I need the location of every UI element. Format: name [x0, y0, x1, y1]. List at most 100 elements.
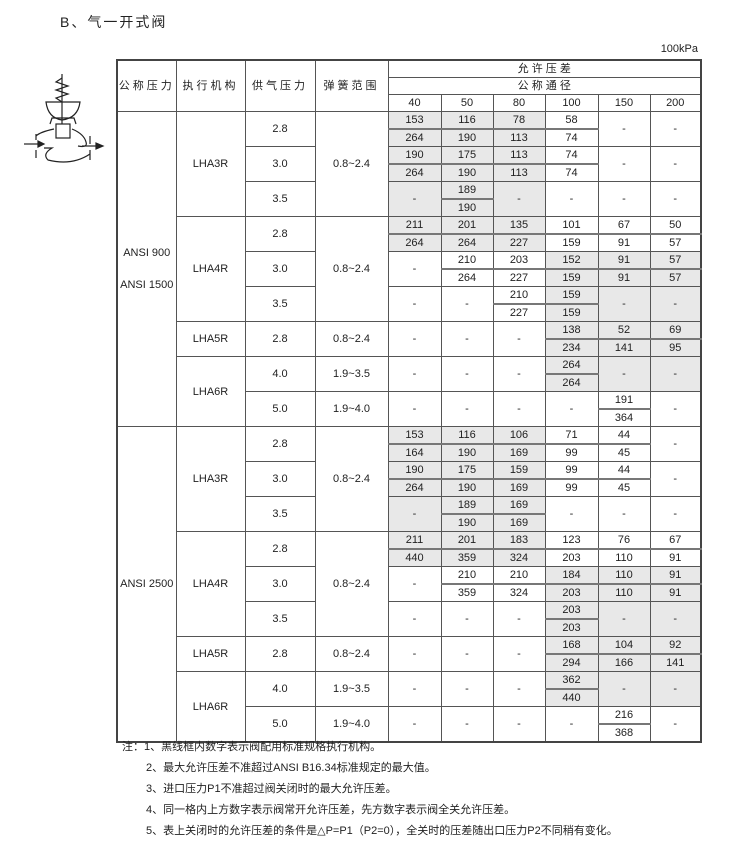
actuator-model-cell: LHA6R	[175, 671, 246, 743]
dp-value-open: 190	[387, 146, 442, 165]
header-nominal-pressure: 公称压力	[116, 59, 177, 112]
dp-value-open: 216	[597, 706, 651, 725]
dp-value-none: -	[649, 601, 702, 637]
nominal-pressure-label: ANSI 900	[123, 247, 171, 259]
header-size-40: 40	[387, 94, 442, 112]
dp-value-open: 201	[440, 216, 494, 235]
dp-value-closed: 141	[597, 338, 651, 357]
dp-value-none: -	[440, 356, 494, 392]
table-row: ANSI 900 ANSI 1500 LHA3R 2.8 0.8~2.4 153 116 78…	[116, 111, 702, 427]
nominal-pressure-cell: ANSI 900 ANSI 1500	[116, 111, 177, 427]
dp-value-none: -	[387, 251, 442, 287]
supply-pressure-cell: 3.0	[244, 461, 316, 497]
supply-pressure-cell: 4.0	[244, 671, 316, 707]
dp-value-open: 67	[597, 216, 651, 235]
table-row: ANSI 2500 LHA3R 2.8 0.8~2.4 153 116 106 71 44-	[116, 426, 702, 743]
dp-value-none: -	[597, 146, 651, 182]
dp-value-none: -	[387, 566, 442, 602]
dp-value-closed: 57	[649, 233, 702, 252]
spring-range-cell: 1.9~3.5	[314, 671, 389, 707]
dp-value-closed: 190	[440, 443, 494, 462]
dp-value-closed: 440	[544, 688, 599, 707]
dp-value-none: -	[492, 321, 546, 357]
dp-value-open: 44	[597, 461, 651, 480]
dp-value-none: -	[649, 391, 702, 427]
dp-value-open: 57	[649, 251, 702, 270]
dp-value-closed: 364	[597, 408, 651, 427]
dp-value-closed: 203	[544, 618, 599, 637]
dp-value-closed: 190	[440, 128, 494, 147]
table-row: LHA6R 4.0 1.9~3.5- - -264- -	[117, 356, 702, 427]
dp-value-open: 58	[544, 111, 599, 130]
dp-value-none: -	[597, 286, 651, 322]
dp-value-none: -	[440, 671, 494, 707]
spring-range-cell: 1.9~3.5	[314, 356, 389, 392]
dp-value-closed: 169	[492, 443, 546, 462]
table-row: 203	[117, 618, 701, 637]
dp-value-open: 113	[492, 146, 546, 165]
header-size-150: 150	[597, 94, 651, 112]
table-row: 3.5-189 169- - -	[117, 496, 702, 532]
table-row: 3.0 -210 203 152 91 57	[117, 251, 702, 287]
note-1: 注：1、黑线框内数字表示阀配用标准规格执行机构。	[122, 741, 382, 753]
supply-pressure-cell: 2.8	[244, 216, 316, 252]
dp-value-none: -	[492, 356, 546, 392]
dp-value-none: -	[597, 601, 651, 637]
dp-value-closed: 359	[440, 548, 494, 567]
spring-range-cell: 0.8~2.4	[314, 216, 389, 322]
dp-value-closed: 141	[649, 653, 702, 672]
dp-value-closed: 440	[387, 548, 442, 567]
table-row: 5.0 1.9~4.0- - - -191-	[117, 391, 702, 427]
actuator-model-cell: LHA5R	[175, 321, 246, 357]
dp-value-none: -	[649, 181, 702, 217]
dp-value-closed: 99	[544, 478, 599, 497]
supply-pressure-cell: 3.5	[244, 181, 316, 217]
table-row: 264 190 169 99 45	[117, 478, 701, 497]
dp-value-none: -	[649, 286, 702, 322]
dp-value-closed: 203	[544, 583, 599, 602]
dp-value-none: -	[492, 636, 546, 672]
dp-value-none: -	[387, 601, 442, 637]
table-row: 264 227 159 91 57	[117, 268, 702, 287]
dp-value-none: -	[544, 181, 599, 217]
dp-value-open: 264	[544, 356, 599, 375]
dp-value-none: -	[649, 146, 702, 182]
dp-value-open: 101	[544, 216, 599, 235]
header-allowable-dp: 允 许 压 差	[387, 59, 702, 78]
dp-value-open: 92	[649, 636, 702, 655]
table-row: 264 190 113 74	[117, 128, 701, 147]
dp-value-closed: 159	[544, 268, 599, 287]
header-size-80: 80	[492, 94, 546, 112]
dp-value-none: -	[597, 496, 651, 532]
dp-value-closed: 190	[440, 163, 494, 182]
dp-value-open: 116	[440, 426, 494, 445]
dp-value-open: 175	[440, 146, 494, 165]
dp-value-none: -	[649, 356, 702, 392]
unit-label: 100kPa	[660, 43, 698, 55]
dp-value-open: 203	[492, 251, 546, 270]
spring-range-cell: 1.9~4.0	[314, 391, 389, 427]
dp-value-closed: 164	[387, 443, 442, 462]
table-row: 3.5- - -203- -	[117, 601, 702, 637]
dp-value-closed: 159	[544, 303, 599, 322]
dp-value-none: -	[597, 671, 651, 707]
dp-value-open: 74	[544, 146, 599, 165]
spring-range-cell: 0.8~2.4	[314, 321, 389, 357]
dp-value-closed: 169	[492, 478, 546, 497]
supply-pressure-cell: 3.5	[244, 286, 316, 322]
table-row: LHA4R 2.8 0.8~2.4 211 201 135 101 67 50	[117, 216, 702, 322]
actuator-model-cell: LHA5R	[175, 636, 246, 672]
dp-value-open: 50	[649, 216, 702, 235]
table-row: LHA4R 2.8 0.8~2.4 211 201 183 123 76 67	[117, 531, 702, 637]
air-to-open-valve-diagram-icon	[24, 74, 105, 163]
dp-value-closed: 99	[544, 443, 599, 462]
table-row: 264 190 113 74	[117, 163, 701, 182]
dp-value-none: -	[597, 181, 651, 217]
dp-value-none: -	[544, 496, 599, 532]
dp-value-closed: 324	[492, 583, 546, 602]
dp-value-none: -	[387, 181, 442, 217]
dp-value-none: -	[649, 111, 702, 147]
dp-value-open: 210	[492, 566, 546, 585]
table-row: LHA6R 4.0 1.9~3.5- - -362- -	[117, 671, 702, 743]
dp-value-none: -	[649, 706, 702, 743]
